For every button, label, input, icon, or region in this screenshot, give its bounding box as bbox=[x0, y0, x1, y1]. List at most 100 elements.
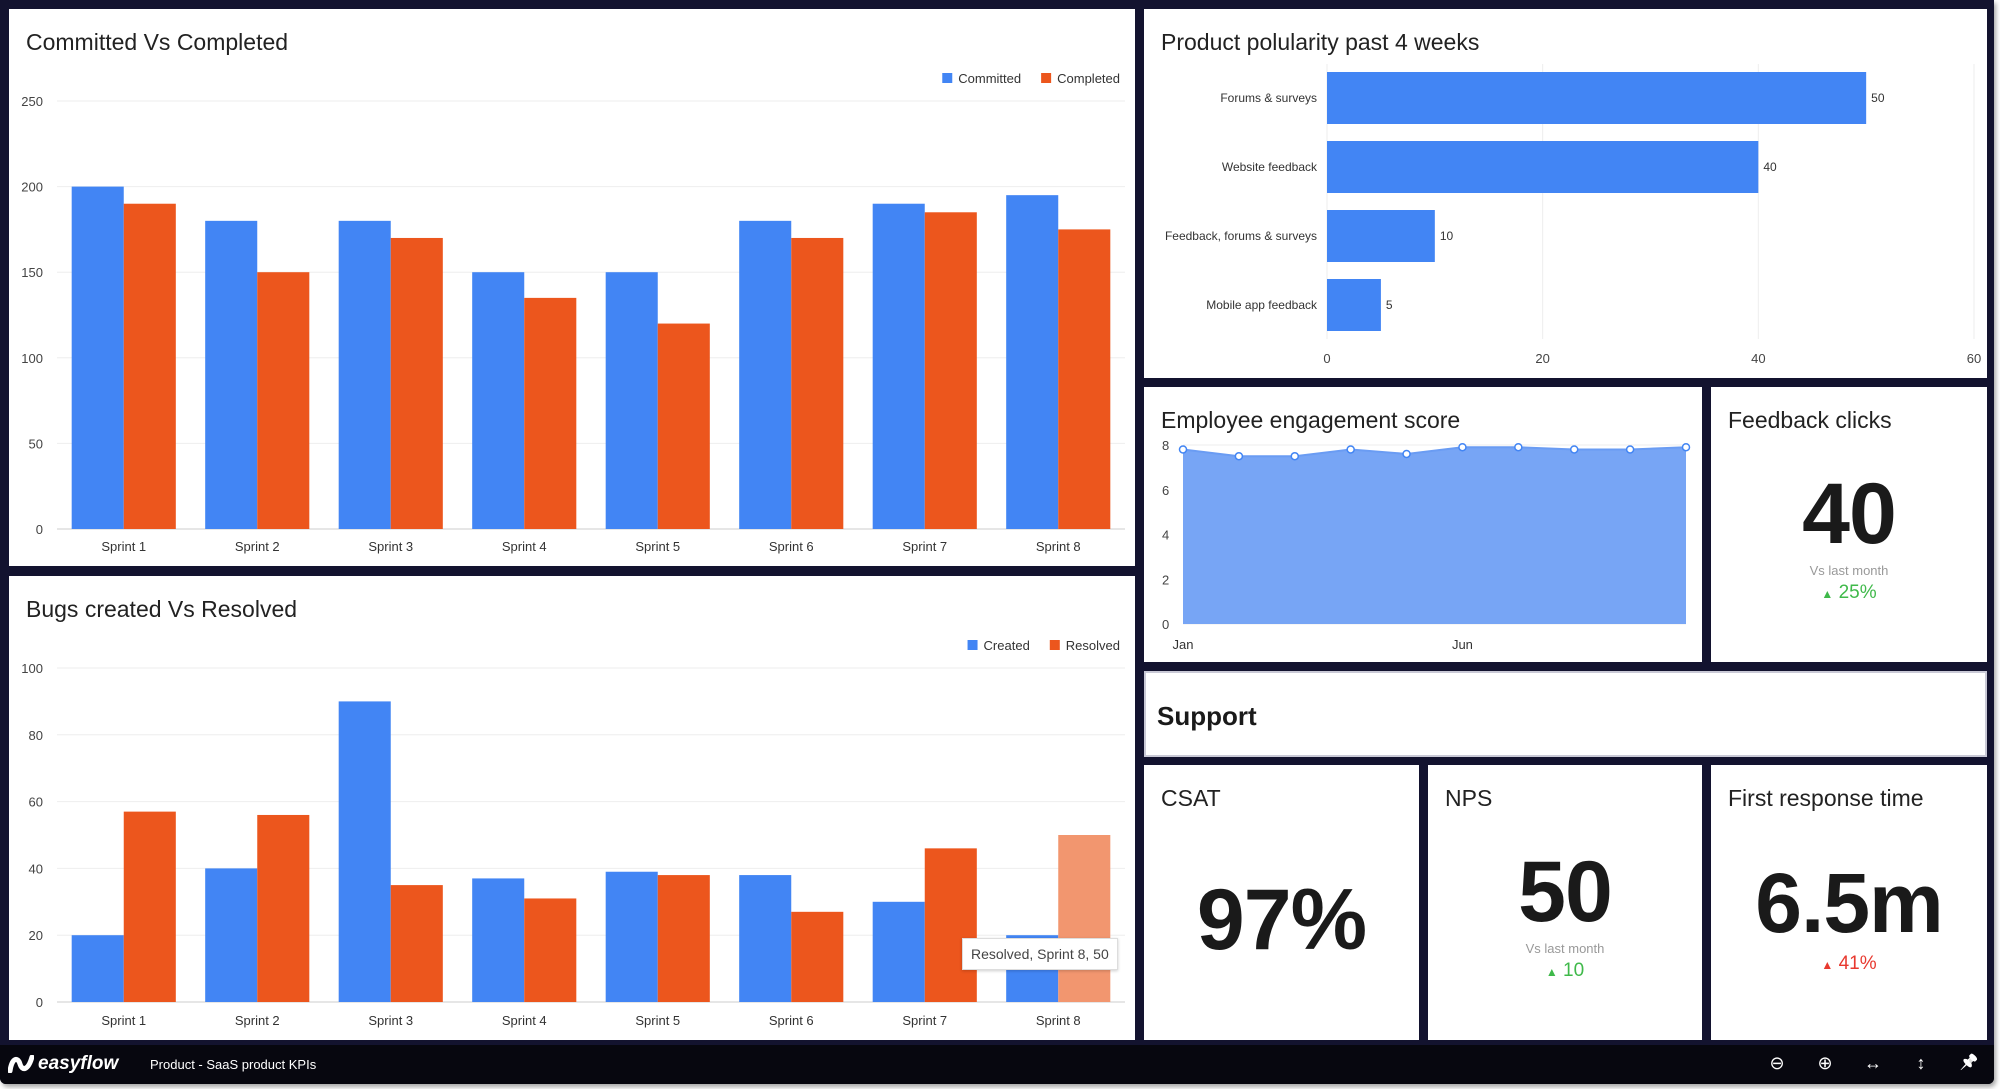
y-category-label: Forums & surveys bbox=[1220, 91, 1317, 105]
data-label: 40 bbox=[1763, 160, 1777, 174]
legend-swatch bbox=[967, 640, 978, 650]
bar-created bbox=[872, 901, 925, 1002]
x-tick-label: 40 bbox=[1751, 351, 1765, 366]
data-label: 50 bbox=[1871, 91, 1885, 105]
bugs-created-vs-resolved-chart: 0 20 40 60 80 100 Sprint 1 Sprint 2 Sprint 3 Spri… bbox=[21, 638, 1125, 1028]
employee-engagement-chart: 0 2 4 6 8 Jan Jun bbox=[1162, 438, 1691, 652]
data-point bbox=[1681, 442, 1691, 452]
section-title: Support bbox=[1157, 701, 1257, 731]
x-tick-label: Sprint 4 bbox=[502, 1013, 547, 1028]
bar-resolved bbox=[791, 911, 844, 1002]
legend-swatch bbox=[1049, 640, 1060, 650]
bar-committed bbox=[872, 203, 925, 529]
x-tick-label: Sprint 7 bbox=[902, 539, 947, 554]
bar bbox=[1327, 210, 1435, 262]
bar bbox=[1327, 72, 1867, 124]
bar-committed bbox=[472, 272, 525, 529]
data-point bbox=[1234, 451, 1244, 461]
y-tick-label: 40 bbox=[29, 861, 43, 876]
y-category-label: Mobile app feedback bbox=[1206, 298, 1318, 312]
x-tick-label: Sprint 7 bbox=[902, 1013, 947, 1028]
y-tick-label: 20 bbox=[29, 928, 43, 943]
data-point bbox=[1290, 451, 1300, 461]
legend-label: Resolved bbox=[1066, 638, 1120, 653]
bar-completed bbox=[1058, 229, 1111, 529]
panel-title: Bugs created Vs Resolved bbox=[26, 596, 298, 622]
bar-committed bbox=[338, 220, 391, 529]
x-tick-label: Sprint 5 bbox=[635, 1013, 680, 1028]
x-tick-label: Sprint 6 bbox=[769, 539, 814, 554]
panel-title: Product polularity past 4 weeks bbox=[1161, 29, 1480, 55]
legend-swatch bbox=[1041, 73, 1052, 83]
csat-panel: CSAT 97% bbox=[1144, 765, 1419, 1040]
data-point bbox=[1346, 445, 1355, 454]
y-tick-label: 100 bbox=[21, 351, 43, 366]
kpi-value: 50 bbox=[1518, 844, 1613, 940]
bar-completed bbox=[257, 272, 310, 529]
bar-completed bbox=[524, 297, 577, 529]
bar-completed bbox=[390, 237, 443, 529]
feedback-clicks-panel: Feedback clicks 40 Vs last month ▲ 25% bbox=[1711, 387, 1987, 662]
y-tick-label: 8 bbox=[1162, 438, 1169, 453]
y-tick-label: 2 bbox=[1162, 572, 1169, 587]
y-tick-label: 100 bbox=[21, 661, 43, 676]
chart-tooltip: Resolved, Sprint 8, 50 bbox=[962, 938, 1118, 970]
x-tick-label: Sprint 8 bbox=[1036, 539, 1081, 554]
committed-vs-completed-panel: Committed Vs Completed 0 50 100 150 200 250 Sp… bbox=[9, 9, 1135, 566]
y-tick-label: 150 bbox=[21, 265, 43, 280]
kpi-value: 6.5m bbox=[1755, 856, 1943, 950]
pin-icon[interactable]: 📌 bbox=[1959, 1054, 1979, 1071]
panel-title: CSAT bbox=[1161, 785, 1221, 811]
footer-toolbar: ⊖ ⊕ ↔ ↕ 📌 bbox=[1766, 1053, 1980, 1074]
data-point bbox=[1178, 445, 1188, 454]
x-tick-label: Sprint 2 bbox=[235, 1013, 280, 1028]
employee-engagement-panel: Employee engagement score 0 2 4 6 8 Jan Jun bbox=[1144, 387, 1702, 662]
zoom-out-icon[interactable]: ⊖ bbox=[1769, 1053, 1785, 1073]
y-tick-label: 60 bbox=[29, 795, 43, 810]
x-tick-label: 20 bbox=[1535, 351, 1549, 366]
bar-created bbox=[338, 701, 391, 1002]
bar-committed bbox=[1006, 195, 1059, 529]
x-tick-label: Sprint 1 bbox=[101, 1013, 146, 1028]
data-point bbox=[1625, 445, 1635, 454]
arrow-up-icon: ▲ bbox=[1821, 587, 1834, 601]
kpi-comparison-label: Vs last month bbox=[1525, 941, 1605, 956]
y-tick-label: 0 bbox=[36, 995, 43, 1010]
x-tick-label: Sprint 5 bbox=[635, 539, 680, 554]
bar-created bbox=[205, 868, 258, 1002]
arrow-up-icon: ▲ bbox=[1545, 965, 1558, 979]
bar bbox=[1327, 141, 1759, 193]
legend-label: Committed bbox=[958, 71, 1021, 86]
panel-title: Feedback clicks bbox=[1728, 407, 1892, 433]
committed-vs-completed-chart: 0 50 100 150 200 250 Sprint 1 Sprint 2 Sprint 3 S… bbox=[21, 71, 1125, 554]
zoom-in-icon[interactable]: ⊕ bbox=[1817, 1053, 1833, 1073]
panel-title: Employee engagement score bbox=[1161, 407, 1461, 433]
x-tick-label: Sprint 2 bbox=[235, 539, 280, 554]
x-tick-label: Sprint 4 bbox=[502, 539, 547, 554]
bar-resolved bbox=[924, 848, 977, 1002]
y-tick-label: 80 bbox=[29, 728, 43, 743]
fit-height-icon[interactable]: ↕ bbox=[1916, 1053, 1926, 1073]
bar-resolved bbox=[390, 885, 443, 1002]
bar-committed bbox=[605, 272, 658, 529]
x-tick-label: Sprint 3 bbox=[368, 1013, 413, 1028]
bar-resolved bbox=[524, 898, 577, 1002]
bar bbox=[1327, 279, 1381, 331]
bar-resolved bbox=[657, 875, 710, 1002]
bar-committed bbox=[739, 220, 792, 529]
data-label: 10 bbox=[1440, 229, 1454, 243]
bar-created bbox=[605, 871, 658, 1002]
y-category-label: Website feedback bbox=[1222, 160, 1318, 174]
y-tick-label: 200 bbox=[21, 180, 43, 195]
x-tick-label: Jun bbox=[1452, 637, 1473, 652]
y-tick-label: 250 bbox=[21, 94, 43, 109]
data-point bbox=[1402, 449, 1411, 459]
x-tick-label: Jan bbox=[1173, 637, 1194, 652]
bar-created bbox=[472, 878, 525, 1002]
fit-width-icon[interactable]: ↔ bbox=[1864, 1053, 1882, 1073]
product-popularity-panel: Product polularity past 4 weeks 0 20 40 60 F… bbox=[1144, 9, 1987, 378]
x-tick-label: Sprint 1 bbox=[101, 539, 146, 554]
bar-completed bbox=[657, 323, 710, 529]
panel-title: First response time bbox=[1728, 785, 1924, 811]
